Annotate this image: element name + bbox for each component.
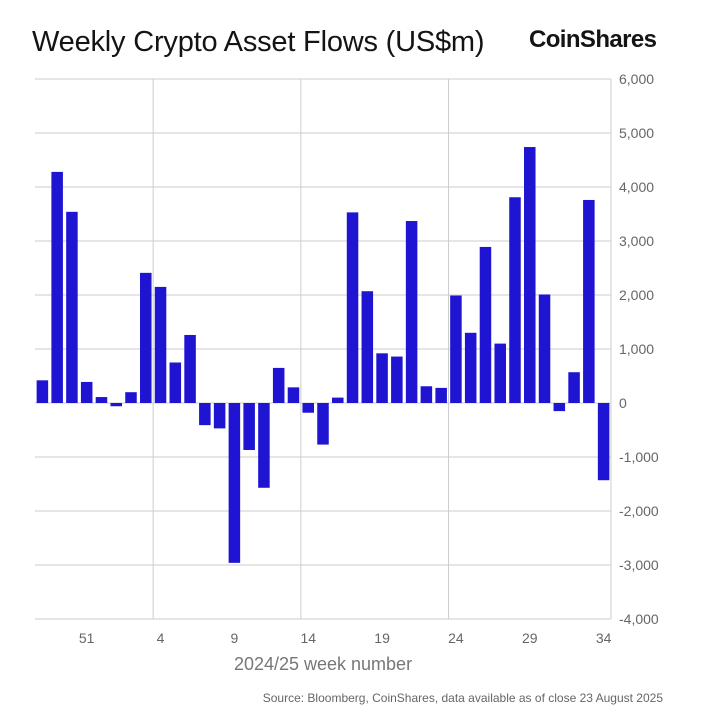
bar-week-9: [228, 403, 241, 563]
y-tick-label: 6,000: [619, 71, 654, 87]
bar-week-18: [361, 291, 374, 403]
bar-week-14: [302, 403, 314, 413]
source-note: Source: Bloomberg, CoinShares, data avai…: [262, 691, 663, 705]
y-tick-label: -3,000: [619, 557, 659, 573]
bar-week-6: [184, 334, 196, 403]
bar-week-28: [509, 197, 521, 403]
bar-week-32: [568, 372, 580, 403]
y-tick-label: 1,000: [619, 341, 654, 357]
bar-week-22: [420, 386, 433, 403]
bar-week-29: [524, 147, 536, 403]
y-tick-label: 0: [619, 395, 627, 411]
x-tick-label: 4: [157, 630, 165, 646]
x-tick-label: 34: [596, 630, 612, 646]
bars: [36, 147, 610, 563]
bar-week-1: [110, 403, 122, 407]
bar-week-7: [199, 403, 211, 426]
y-tick-label: -4,000: [619, 611, 659, 627]
y-tick-label: -2,000: [619, 503, 659, 519]
bar-week-52: [95, 397, 108, 403]
bar-week-8: [213, 403, 226, 429]
x-axis-ticks: 51 4 9 14 19 24 29 34: [79, 630, 612, 646]
bar-week-31: [553, 403, 566, 412]
y-tick-label: 2,000: [619, 287, 654, 303]
bar-week-26: [479, 246, 492, 403]
bar-week-27: [494, 343, 506, 403]
y-tick-label: 3,000: [619, 233, 654, 249]
bar-week-12: [272, 367, 285, 403]
x-tick-label: 51: [79, 630, 95, 646]
bar-week-24: [450, 295, 462, 403]
bar-week-16: [332, 397, 344, 403]
y-tick-label: 4,000: [619, 179, 654, 195]
bar-week-20: [391, 356, 403, 403]
bar-week-13: [287, 387, 300, 403]
y-axis-ticks: 6,000 5,000 4,000 3,000 2,000 1,000 0 -1,000 -2,…: [619, 71, 659, 627]
bar-week-2: [125, 392, 137, 403]
x-tick-label: 19: [374, 630, 390, 646]
x-tick-label: 14: [300, 630, 316, 646]
bar-week-49: [51, 171, 63, 403]
brand-logo: CoinShares: [529, 26, 657, 53]
bar-week-50: [66, 211, 78, 403]
y-tick-label: -1,000: [619, 449, 659, 465]
bar-week-10: [243, 403, 255, 450]
bar-week-34: [597, 403, 610, 481]
chart-title: Weekly Crypto Asset Flows (US$m): [32, 26, 485, 58]
x-tick-label: 29: [522, 630, 538, 646]
y-tick-label: 5,000: [619, 125, 654, 141]
bar-week-30: [538, 294, 551, 403]
bar-week-3: [140, 272, 152, 403]
bar-week-33: [583, 199, 595, 403]
bar-week-51: [80, 381, 93, 403]
x-axis-label: 2024/25 week number: [234, 654, 412, 674]
bar-week-17: [346, 212, 359, 403]
bar-week-48: [36, 380, 49, 403]
bar-week-21: [405, 221, 418, 403]
bar-week-15: [317, 403, 329, 445]
x-tick-label: 24: [448, 630, 464, 646]
bar-week-11: [258, 403, 270, 488]
bar-week-5: [169, 362, 182, 403]
x-tick-label: 9: [230, 630, 238, 646]
bar-week-4: [154, 286, 167, 403]
bar-week-19: [376, 353, 388, 403]
bar-week-25: [464, 332, 477, 403]
bar-week-23: [435, 387, 447, 403]
